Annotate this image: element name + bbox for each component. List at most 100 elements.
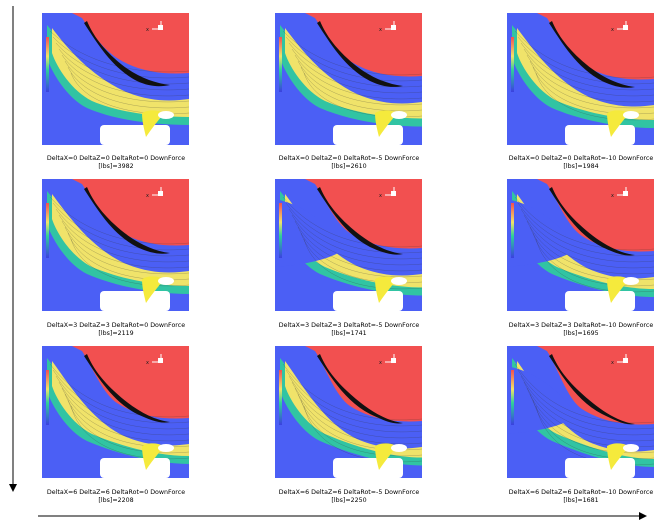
- color-scale-bar: [46, 370, 49, 425]
- flap-element: [375, 443, 397, 470]
- color-scale-bar: [279, 37, 282, 92]
- wake-band-outer: [280, 191, 422, 296]
- axis-icon-label: x: [379, 193, 382, 199]
- wake-band-inner: [285, 28, 422, 119]
- wing-element: [84, 21, 170, 87]
- flap-element: [142, 110, 164, 137]
- streamline: [285, 36, 422, 82]
- high-pressure-region: [537, 346, 654, 425]
- streamline: [52, 36, 189, 79]
- flap-tip: [623, 444, 639, 452]
- flap-element: [607, 110, 629, 137]
- color-scale-bar: [46, 37, 49, 92]
- flap-tip: [623, 111, 639, 119]
- caption-line-2: [lbs]=1681: [563, 497, 599, 504]
- wake-band-inner: [52, 28, 189, 117]
- streamline: [514, 196, 654, 251]
- high-pressure-region: [537, 179, 654, 252]
- car-body: [333, 125, 403, 145]
- streamline: [282, 196, 422, 248]
- caption-line-1: DeltaX=6 DeltaZ=6 DeltaRot=-10 DownForce: [508, 489, 654, 496]
- caption-line-1: DeltaX=6 DeltaZ=6 DeltaRot=0 DownForce: [46, 489, 186, 496]
- wake-band-outer: [47, 191, 189, 294]
- caption-line-1: DeltaX=3 DeltaZ=3 DeltaRot=0 DownForce: [46, 322, 186, 329]
- high-pressure-region: [305, 346, 422, 422]
- flap-tip: [391, 277, 407, 285]
- flap-element: [375, 110, 397, 137]
- cfd-panel: x: [275, 346, 422, 478]
- color-scale-bar: [46, 203, 49, 258]
- cfd-panel: x: [507, 179, 654, 311]
- flap-element: [607, 276, 629, 303]
- car-body: [100, 458, 170, 478]
- wing-element: [549, 21, 635, 88]
- caption-line-1: DeltaX=0 DeltaZ=0 DeltaRot=-10 DownForce: [508, 155, 654, 162]
- car-body: [565, 125, 635, 145]
- car-body: [100, 125, 170, 145]
- wake-band-outer: [47, 25, 189, 125]
- panel-caption: DeltaX=3 DeltaZ=3 DeltaRot=-10 DownForce…: [496, 322, 664, 338]
- streamline: [282, 30, 422, 76]
- caption-line-2: [lbs]=1695: [563, 330, 599, 337]
- flap-tip: [391, 111, 407, 119]
- flap-tip: [391, 444, 407, 452]
- axis-icon-label: x: [146, 360, 149, 366]
- cfd-panel: x: [42, 13, 189, 145]
- streamline: [49, 196, 189, 245]
- flap-tip: [158, 111, 174, 119]
- streamline: [49, 363, 189, 418]
- cfd-panel: x: [507, 13, 654, 145]
- flap-element: [375, 276, 397, 303]
- streamline: [52, 202, 189, 251]
- panel-caption: DeltaX=6 DeltaZ=6 DeltaRot=-10 DownForce…: [496, 489, 664, 505]
- wake-band-outer: [512, 191, 654, 297]
- axis-icon: [623, 358, 628, 363]
- high-pressure-region: [72, 346, 189, 419]
- wing-element: [317, 21, 403, 87]
- caption-line-2: [lbs]=2119: [98, 330, 134, 337]
- streamline: [514, 30, 654, 79]
- caption-line-1: DeltaX=3 DeltaZ=3 DeltaRot=-10 DownForce: [508, 322, 654, 329]
- axis-icon: [623, 25, 628, 30]
- flap-tip: [158, 277, 174, 285]
- flap-element: [607, 443, 629, 470]
- wake-band-inner: [52, 194, 189, 286]
- axis-icon: [623, 191, 628, 196]
- panel-caption: DeltaX=6 DeltaZ=6 DeltaRot=0 DownForce […: [31, 489, 201, 505]
- wake-band-inner: [52, 361, 189, 456]
- cfd-panel: x: [42, 179, 189, 311]
- panel-caption: DeltaX=3 DeltaZ=3 DeltaRot=0 DownForce […: [31, 322, 201, 338]
- caption-line-2: [lbs]=3982: [98, 163, 134, 170]
- axis-icon: [158, 25, 163, 30]
- axis-icon-label: x: [146, 27, 149, 33]
- panel-caption: DeltaX=6 DeltaZ=6 DeltaRot=-5 DownForce …: [264, 489, 434, 505]
- axis-icon-label: x: [611, 360, 614, 366]
- wing-element: [84, 187, 170, 254]
- caption-line-2: [lbs]=2250: [331, 497, 367, 504]
- axis-icon: [158, 191, 163, 196]
- caption-line-1: DeltaX=3 DeltaZ=3 DeltaRot=-5 DownForce: [278, 322, 420, 329]
- wake-band-inner: [285, 361, 422, 458]
- axis-icon-label: x: [611, 193, 614, 199]
- car-body: [333, 291, 403, 311]
- caption-line-1: DeltaX=0 DeltaZ=0 DeltaRot=-5 DownForce: [278, 155, 420, 162]
- flap-element: [142, 443, 164, 470]
- axis-icon: [391, 358, 396, 363]
- wake-band-inner: [517, 28, 654, 120]
- axis-icon: [158, 358, 163, 363]
- car-body: [100, 291, 170, 311]
- wake-band-outer: [512, 25, 654, 128]
- caption-line-2: [lbs]=2208: [98, 497, 134, 504]
- cfd-panel: x: [275, 13, 422, 145]
- color-scale-bar: [511, 370, 514, 425]
- high-pressure-region: [305, 179, 422, 249]
- panel-caption: DeltaX=3 DeltaZ=3 DeltaRot=-5 DownForce …: [264, 322, 434, 338]
- cfd-panel: x: [275, 179, 422, 311]
- car-body: [565, 291, 635, 311]
- cfd-panel: x: [507, 346, 654, 478]
- axis-icon-label: x: [379, 27, 382, 33]
- panel-caption: DeltaX=0 DeltaZ=0 DeltaRot=-5 DownForce …: [264, 155, 434, 171]
- flap-tip: [623, 277, 639, 285]
- caption-line-1: DeltaX=6 DeltaZ=6 DeltaRot=-5 DownForce: [278, 489, 420, 496]
